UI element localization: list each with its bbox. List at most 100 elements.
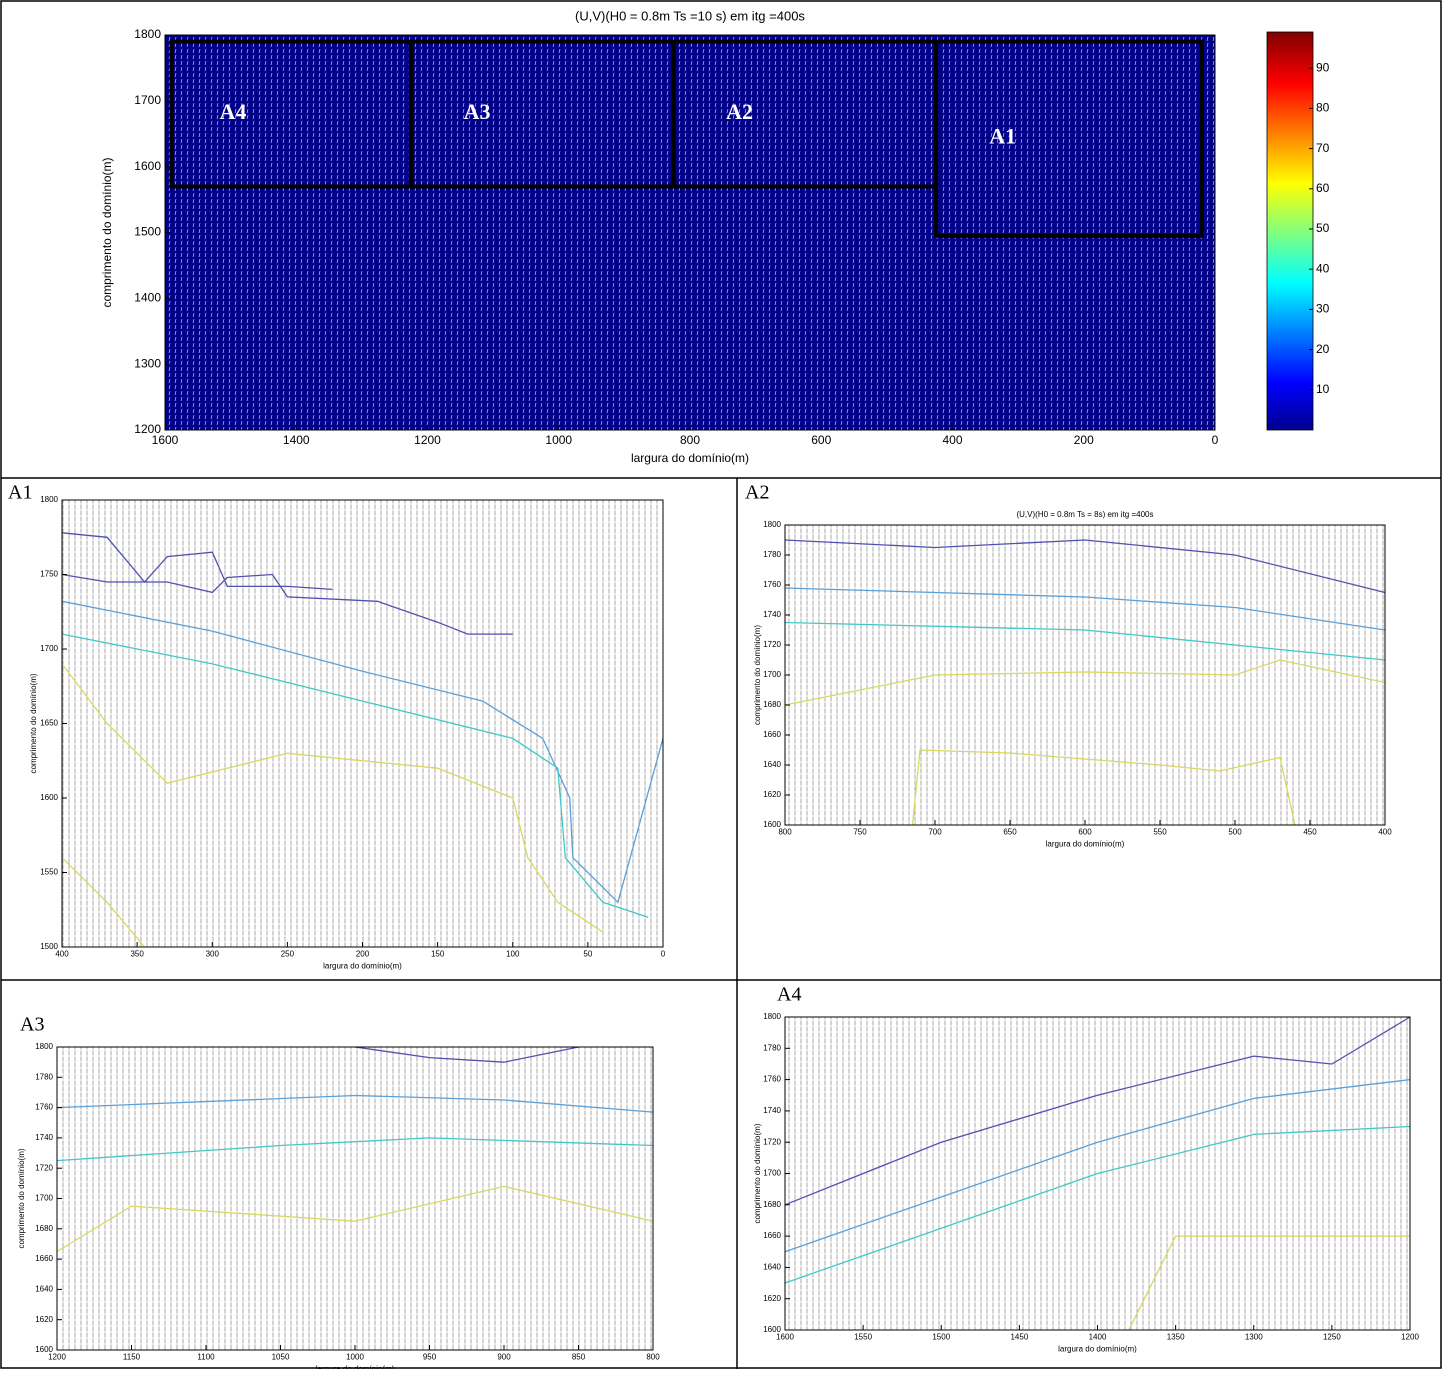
x-tick-label: 1450 [1010,1332,1028,1341]
x-tick-label: 100 [506,949,520,958]
y-tick-label: 1700 [40,644,58,653]
x-axis-label: largura do domínio(m) [1046,839,1125,848]
contour-line [61,663,604,933]
y-tick-label: 1680 [763,700,781,709]
x-tick-label: 200 [356,949,370,958]
y-tick-label: 1600 [763,820,781,829]
chart-title: (U,V)(H0 = 0.8m Ts = 8s) em itg =400s [1016,510,1153,519]
x-tick-label: 550 [1153,827,1167,836]
x-tick-label: 800 [646,1352,660,1361]
x-tick-label: 800 [680,433,700,447]
x-tick-label: 250 [281,949,295,958]
y-axis-label: comprimento do domínio(m) [753,1123,762,1223]
region-label: A3 [464,99,491,124]
y-tick-label: 1720 [35,1163,53,1172]
y-tick-label: 1200 [134,422,161,436]
x-tick-label: 1200 [414,433,441,447]
y-tick-label: 1400 [134,291,161,305]
x-tick-label: 0 [1212,433,1219,447]
x-axis-label: largura do domínio(m) [323,961,402,970]
vector-field [785,525,1385,825]
chart: (U,V)(H0 = 0.8m Ts = 8s) em itg =400s A2 8… [745,482,1392,849]
vector-field [62,500,663,947]
y-tick-label: 1700 [35,1194,53,1203]
contour-line [784,621,1386,661]
chart: A4 1600 1550 1500 1450 1400 1350 1300 1250 1200 16… [753,984,1419,1354]
colorbar-tick-label: 90 [1316,60,1330,74]
colorbar-tick-label: 50 [1316,221,1330,235]
contour-line [784,1078,1411,1253]
x-tick-label: 450 [1303,827,1317,836]
y-tick-label: 1680 [763,1200,781,1209]
contour-line [1128,1235,1410,1331]
y-tick-label: 1640 [763,1263,781,1272]
y-tick-label: 1800 [40,495,58,504]
region-label: A1 [989,124,1016,149]
y-tick-label: 1640 [35,1285,53,1294]
x-tick-label: 700 [928,827,942,836]
region-box [934,39,1204,238]
colorbar-tick-label: 10 [1316,382,1330,396]
contour-line [784,1016,1411,1206]
y-tick-label: 1500 [40,942,58,951]
contour-line [56,1094,654,1113]
y-axis-label: comprimento do domínio(m) [17,1148,26,1248]
region-label: A4 [219,99,246,124]
x-axis-label: largura do domínio(m) [1058,1344,1137,1353]
contour-line [784,587,1386,631]
x-tick-label: 1250 [1323,1332,1341,1341]
y-tick-label: 1620 [35,1315,53,1324]
y-tick-label: 1720 [763,1137,781,1146]
contour-line [784,539,1386,594]
x-axis-label: largura do domínio(m) [316,1364,395,1369]
y-axis-label: comprimento do domínio(m) [753,625,762,725]
y-tick-label: 1800 [35,1042,53,1051]
x-tick-label: 1000 [545,433,572,447]
y-tick-label: 1500 [134,225,161,239]
y-tick-label: 1800 [763,1012,781,1021]
vector-field [57,1047,653,1350]
x-tick-label: 1500 [932,1332,950,1341]
y-tick-label: 1300 [134,356,161,370]
contour-line [61,532,333,591]
y-tick-label: 1780 [763,550,781,559]
contour-line [61,573,513,635]
y-tick-label: 1740 [763,1106,781,1115]
contour-line [911,749,1296,826]
y-tick-label: 1640 [763,760,781,769]
x-tick-label: 0 [661,949,666,958]
y-tick-label: 1660 [35,1254,53,1263]
x-tick-label: 650 [1003,827,1017,836]
chart-title: (U,V)(H0 = 0.8m Ts =10 s) em itg =400s [575,8,805,23]
y-tick-label: 1600 [763,1325,781,1334]
y-tick-label: 1650 [40,719,58,728]
y-tick-label: 1760 [763,580,781,589]
region-label: A2 [726,99,753,124]
panel-label: A1 [8,482,32,504]
chart: A3 1200 1150 1100 1050 1000 950 900 850 800 1600 16… [17,1014,660,1374]
y-tick-label: 1620 [763,790,781,799]
contour-line [56,1137,654,1162]
x-tick-label: 1100 [197,1352,215,1361]
x-tick-label: 1550 [854,1332,872,1341]
contour-line [61,600,664,904]
y-tick-label: 1660 [763,730,781,739]
x-tick-label: 1300 [1245,1332,1263,1341]
contour-line [61,633,649,918]
y-tick-label: 1600 [35,1345,53,1354]
colorbar-tick-label: 20 [1316,342,1330,356]
y-tick-label: 1600 [134,159,161,173]
colorbar-tick-label: 40 [1316,261,1330,275]
contour-line [784,1125,1411,1284]
x-tick-label: 950 [423,1352,437,1361]
x-tick-label: 200 [1074,433,1094,447]
y-tick-label: 1740 [35,1133,53,1142]
y-axis-label: comprimento do domínio(m) [100,157,114,307]
x-tick-label: 400 [1378,827,1392,836]
colorbar-tick-label: 60 [1316,181,1330,195]
panel-label: A3 [20,1014,44,1036]
y-tick-label: 1700 [134,93,161,107]
chart: A1 400 350 300 250 200 150 100 50 0 1500 1550 1600 16… [8,482,666,971]
